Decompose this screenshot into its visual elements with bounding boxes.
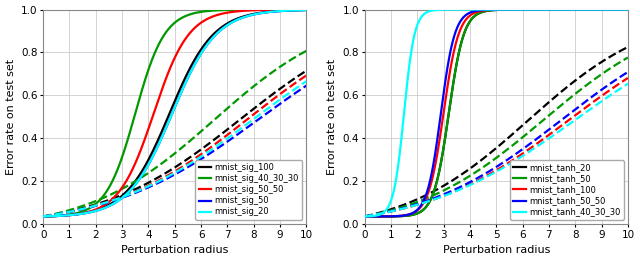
mnist_tanh_50 <box>571 8 579 11</box>
mnist_tanh_40_30_30 <box>566 8 573 11</box>
mnist_tanh_50_50 <box>566 8 573 11</box>
mnist_tanh_40_30_30 <box>594 8 602 11</box>
Legend: mnist_sig_100, mnist_sig_40_30_30, mnist_sig_50_50, mnist_sig_50, mnist_sig_20: mnist_sig_100, mnist_sig_40_30_30, mnist… <box>195 160 302 220</box>
mnist_sig_40_30_30 <box>146 64 154 68</box>
mnist_tanh_50_50 <box>361 215 369 218</box>
mnist_tanh_50 <box>361 215 369 218</box>
mnist_tanh_50 <box>566 8 573 11</box>
mnist_sig_40_30_30 <box>39 215 47 218</box>
mnist_sig_40_30_30 <box>220 8 228 12</box>
mnist_tanh_50 <box>467 18 475 22</box>
Line: mnist_tanh_50: mnist_tanh_50 <box>365 10 628 216</box>
mnist_tanh_100 <box>477 10 484 13</box>
mnist_sig_20 <box>66 213 74 217</box>
mnist_tanh_20 <box>571 8 579 11</box>
mnist_tanh_100 <box>541 8 549 11</box>
mnist_tanh_50_50 <box>388 215 396 218</box>
mnist_tanh_20 <box>388 215 396 218</box>
mnist_sig_50_50 <box>66 213 74 217</box>
Y-axis label: Error rate on test set: Error rate on test set <box>6 59 15 175</box>
mnist_sig_40_30_30 <box>303 8 310 11</box>
mnist_sig_100 <box>220 24 228 27</box>
mnist_sig_50_50 <box>244 9 252 12</box>
mnist_sig_50 <box>250 13 257 16</box>
mnist_tanh_40_30_30 <box>571 8 579 11</box>
mnist_sig_20 <box>146 161 154 164</box>
mnist_tanh_100 <box>624 8 632 11</box>
mnist_sig_100 <box>39 215 47 218</box>
X-axis label: Perturbation radius: Perturbation radius <box>442 245 550 255</box>
mnist_tanh_20 <box>477 11 484 14</box>
mnist_tanh_40_30_30 <box>477 8 484 11</box>
mnist_sig_40_30_30 <box>250 8 257 11</box>
Line: mnist_sig_100: mnist_sig_100 <box>43 10 307 216</box>
mnist_tanh_100 <box>566 8 573 11</box>
mnist_sig_50 <box>244 14 252 17</box>
X-axis label: Perturbation radius: Perturbation radius <box>121 245 228 255</box>
mnist_sig_100 <box>250 12 257 16</box>
Line: mnist_sig_50: mnist_sig_50 <box>43 10 307 216</box>
mnist_sig_100 <box>303 8 310 12</box>
mnist_sig_50 <box>156 142 163 145</box>
mnist_sig_20 <box>244 14 252 17</box>
Legend: mnist_tanh_20, mnist_tanh_50, mnist_tanh_100, mnist_tanh_50_50, mnist_tanh_40_30: mnist_tanh_20, mnist_tanh_50, mnist_tanh… <box>510 160 624 220</box>
mnist_sig_40_30_30 <box>244 8 252 11</box>
mnist_tanh_20 <box>541 8 549 11</box>
mnist_sig_100 <box>66 213 74 217</box>
mnist_tanh_50_50 <box>477 9 484 12</box>
Line: mnist_sig_20: mnist_sig_20 <box>43 10 307 216</box>
mnist_tanh_50 <box>541 8 549 11</box>
mnist_sig_20 <box>39 215 47 218</box>
mnist_sig_50_50 <box>303 8 310 11</box>
mnist_sig_50 <box>220 26 228 29</box>
mnist_sig_40_30_30 <box>156 42 163 45</box>
mnist_sig_50_50 <box>250 9 257 12</box>
Line: mnist_tanh_100: mnist_tanh_100 <box>365 10 628 216</box>
mnist_sig_50_50 <box>39 215 47 218</box>
mnist_sig_100 <box>244 13 252 17</box>
mnist_sig_20 <box>156 142 163 145</box>
Line: mnist_tanh_50_50: mnist_tanh_50_50 <box>365 10 628 216</box>
mnist_sig_50_50 <box>220 11 228 15</box>
Line: mnist_sig_40_30_30: mnist_sig_40_30_30 <box>43 10 307 216</box>
mnist_tanh_50 <box>477 11 484 14</box>
mnist_sig_50 <box>39 215 47 218</box>
Y-axis label: Error rate on test set: Error rate on test set <box>327 59 337 175</box>
mnist_sig_100 <box>146 156 154 159</box>
mnist_tanh_100 <box>571 8 579 11</box>
mnist_tanh_20 <box>361 215 369 218</box>
mnist_sig_50_50 <box>156 96 163 99</box>
mnist_sig_20 <box>250 13 257 16</box>
Line: mnist_tanh_40_30_30: mnist_tanh_40_30_30 <box>365 10 628 216</box>
mnist_tanh_100 <box>361 215 369 218</box>
mnist_tanh_50_50 <box>624 8 632 11</box>
mnist_sig_20 <box>220 26 228 29</box>
Line: mnist_tanh_20: mnist_tanh_20 <box>365 10 628 216</box>
mnist_tanh_20 <box>467 18 475 22</box>
mnist_sig_20 <box>303 8 310 12</box>
mnist_tanh_100 <box>467 13 475 17</box>
mnist_sig_40_30_30 <box>66 213 74 216</box>
mnist_tanh_50 <box>388 215 396 218</box>
Line: mnist_sig_50_50: mnist_sig_50_50 <box>43 10 307 216</box>
mnist_tanh_40_30_30 <box>624 8 632 11</box>
mnist_tanh_40_30_30 <box>388 198 396 201</box>
mnist_sig_50 <box>146 161 154 164</box>
mnist_tanh_20 <box>624 8 632 11</box>
mnist_tanh_20 <box>566 8 573 11</box>
mnist_tanh_50_50 <box>541 8 549 11</box>
mnist_tanh_40_30_30 <box>541 8 549 11</box>
mnist_sig_50_50 <box>146 123 154 127</box>
mnist_tanh_50_50 <box>467 11 475 14</box>
mnist_tanh_100 <box>388 214 396 218</box>
mnist_tanh_50_50 <box>571 8 579 11</box>
mnist_sig_50 <box>303 8 310 12</box>
mnist_tanh_40_30_30 <box>467 8 475 11</box>
mnist_sig_50 <box>66 213 74 217</box>
mnist_tanh_40_30_30 <box>361 215 369 218</box>
mnist_sig_100 <box>156 136 163 139</box>
mnist_tanh_50 <box>624 8 632 11</box>
